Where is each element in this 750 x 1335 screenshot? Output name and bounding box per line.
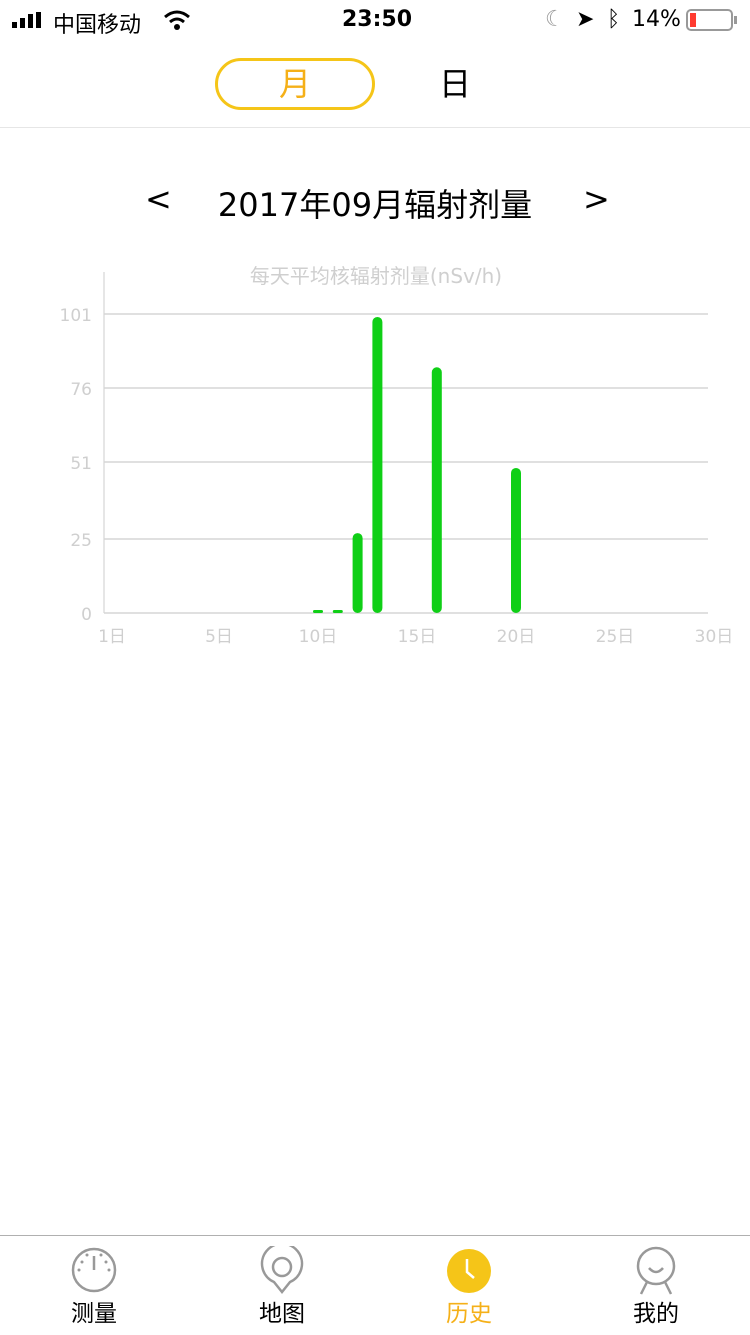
x-tick-label: 20日 [497, 627, 536, 647]
clock-icon [447, 1249, 491, 1293]
month-tab[interactable]: 月 [215, 58, 375, 110]
clock: 23:50 [342, 7, 413, 32]
bar-day-12 [352, 533, 363, 613]
wifi-icon [164, 10, 190, 30]
tab-label: 地图 [259, 1301, 305, 1327]
y-tick-label: 76 [70, 380, 92, 400]
x-tick-label: 30日 [695, 627, 734, 647]
bar-day-16 [431, 367, 442, 613]
map-pin-icon [260, 1246, 304, 1295]
y-tick-label: 0 [81, 605, 92, 625]
x-tick-label: 10日 [299, 627, 338, 647]
moon-icon: ☾ [545, 7, 565, 32]
tab-label: 测量 [71, 1301, 117, 1327]
signal-icon [12, 12, 41, 28]
tab-history[interactable]: 历史 [409, 1236, 529, 1335]
tab-profile[interactable]: 我的 [596, 1236, 716, 1335]
tab-measure[interactable]: 测量 [34, 1236, 154, 1335]
x-tick-label: 5日 [205, 627, 233, 647]
person-icon [636, 1246, 676, 1295]
month-navigator: 2017年09月辐射剂量 < > [0, 176, 750, 226]
x-tick-label: 1日 [98, 627, 126, 647]
y-tick-label: 101 [60, 306, 92, 326]
status-bar: 中国移动 23:50 ☾ ➤ ᛒ 14% [0, 0, 750, 40]
page-title: 2017年09月辐射剂量 [217, 186, 533, 224]
x-tick-label: 15日 [398, 627, 437, 647]
tab-label: 历史 [446, 1301, 492, 1327]
x-tick-label: 25日 [596, 627, 635, 647]
y-tick-label: 25 [70, 531, 92, 551]
location-icon: ➤ [576, 7, 595, 32]
bluetooth-icon: ᛒ [607, 7, 621, 32]
chart-title: 每天平均核辐射剂量(nSv/h) [250, 264, 502, 288]
bar-day-20 [511, 467, 521, 613]
battery-percent: 14% [632, 7, 681, 32]
battery-icon [686, 9, 737, 31]
tab-label: 我的 [633, 1301, 679, 1327]
carrier: 中国移动 [53, 13, 142, 38]
bar-day-13 [372, 316, 383, 613]
divider [0, 127, 750, 128]
next-month-button[interactable]: > [583, 180, 610, 218]
tab-map[interactable]: 地图 [222, 1236, 342, 1335]
prev-month-button[interactable]: < [145, 180, 172, 218]
day-tab[interactable]: 日 [438, 65, 471, 103]
bar-day-11 [332, 610, 343, 613]
bar-day-10 [313, 610, 323, 613]
gauge-icon [71, 1247, 117, 1293]
tab-bar: 测量 地图 历史 我的 [0, 1235, 750, 1334]
y-tick-label: 51 [70, 454, 92, 474]
radiation-chart: 每天平均核辐射剂量(nSv/h) 0 25 51 76 101 1日 5日 10日 15日 20日… [60, 264, 734, 647]
